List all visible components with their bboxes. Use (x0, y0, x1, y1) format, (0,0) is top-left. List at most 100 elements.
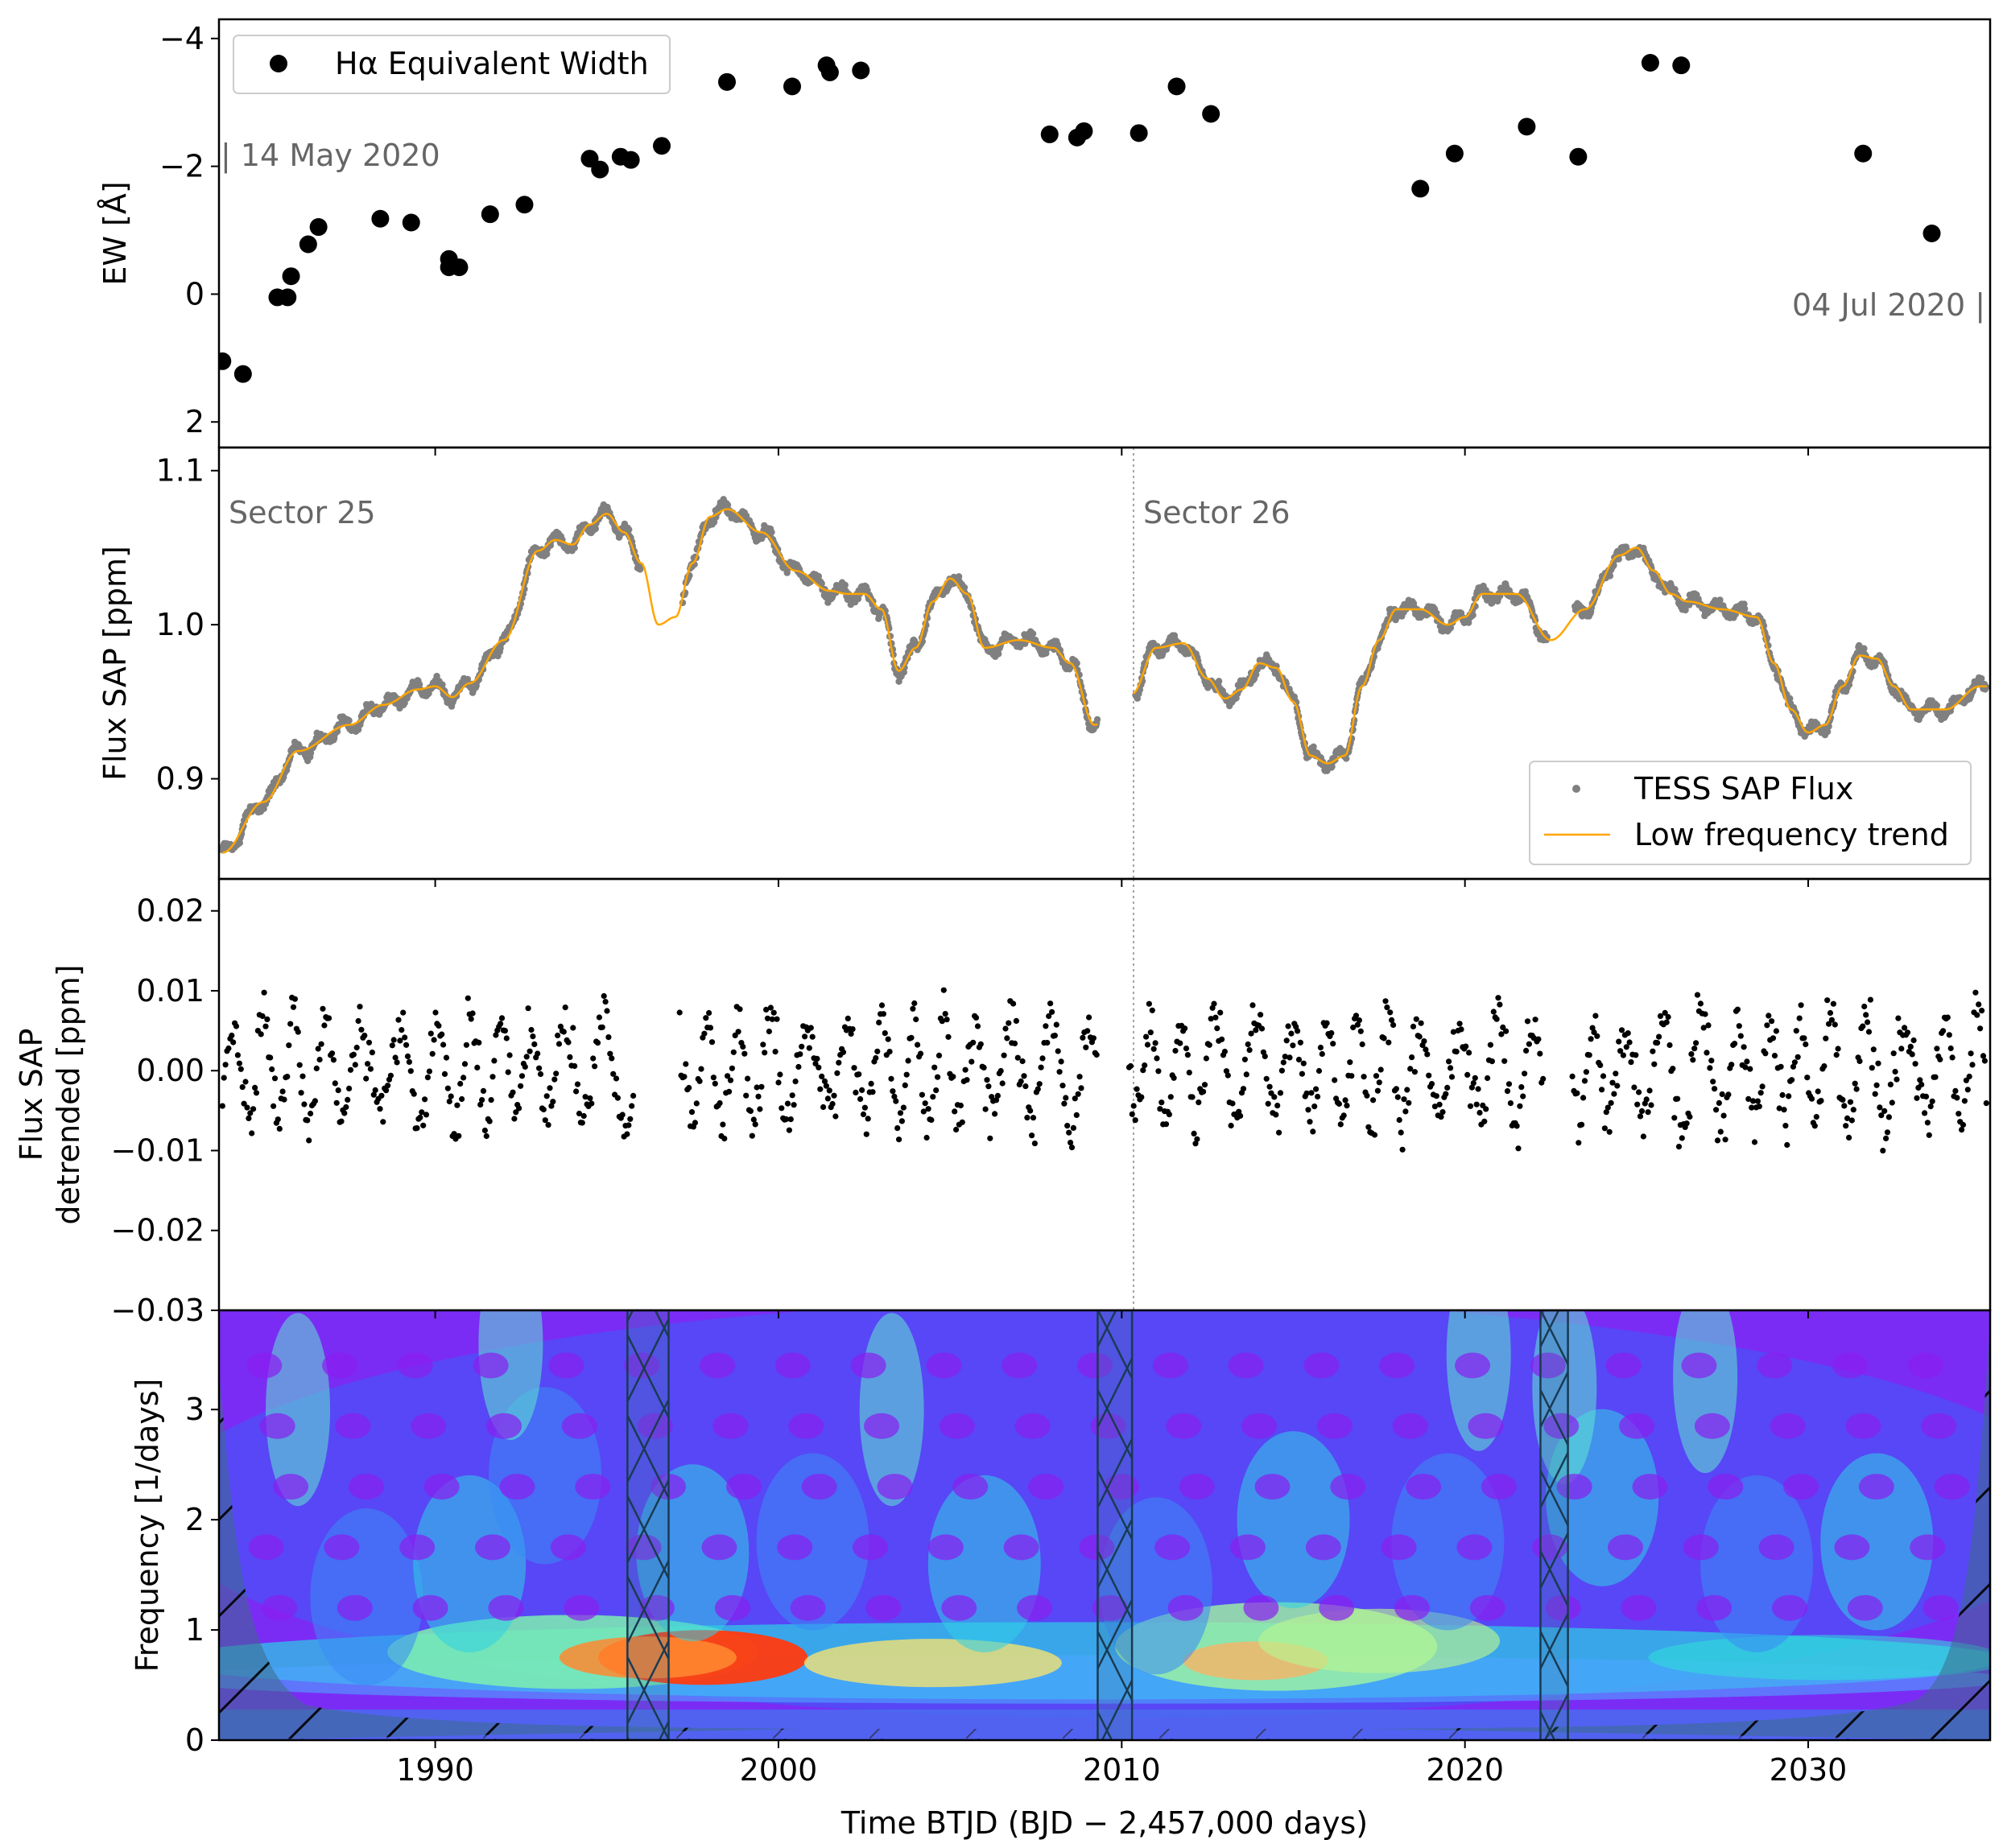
detrended-point (602, 999, 609, 1005)
detrended-point (298, 1090, 304, 1096)
detrended-point (1018, 1078, 1024, 1085)
detrended-point (629, 1103, 635, 1109)
detrended-point (1047, 1000, 1054, 1007)
detrended-point (701, 1030, 708, 1037)
detrended-point (1977, 1025, 1984, 1032)
wavelet-power-blob (475, 1534, 511, 1561)
wavelet-power-blob (1783, 1474, 1819, 1500)
detrended-point (1929, 1098, 1935, 1104)
detrended-point (755, 1093, 762, 1099)
detrended-point (530, 1033, 536, 1040)
detrended-point (834, 1070, 840, 1076)
detrended-point (1526, 1041, 1532, 1047)
detrended-point (1356, 1017, 1362, 1024)
detrended-point (1907, 1043, 1914, 1050)
detrended-point (903, 1071, 910, 1078)
detrended-point (1497, 1001, 1503, 1008)
detrended-point (221, 1075, 227, 1081)
detrended-point (999, 1080, 1006, 1087)
wavelet-power-blob (1469, 1594, 1505, 1621)
detrended-point (1504, 1088, 1511, 1095)
detrended-point (477, 1101, 484, 1108)
detrended-point (1956, 1111, 1962, 1117)
detrended-point (1540, 1075, 1547, 1082)
detrended-point (1959, 1127, 1965, 1133)
detrended-point (1640, 1133, 1646, 1140)
detrended-point (1762, 1050, 1769, 1057)
wavelet-image (219, 1310, 1990, 1740)
wavelet-power-blob (1319, 1594, 1355, 1621)
ew-point (515, 196, 534, 214)
y-tick-label: 3 (185, 1392, 204, 1427)
detrended-point (1932, 1074, 1939, 1080)
detrended-points (219, 987, 1989, 1154)
detrended-point (580, 1112, 587, 1120)
detrended-point (465, 995, 471, 1001)
sector25-label: Sector 25 (229, 495, 376, 530)
detrended-point (399, 1027, 405, 1033)
detrended-point (1426, 1072, 1432, 1079)
detrended-point (726, 1088, 733, 1095)
detrended-point (1365, 1124, 1372, 1130)
detrended-point (1694, 992, 1701, 998)
detrended-point (1601, 1125, 1608, 1132)
wavelet-power-blob (564, 1594, 600, 1621)
detrended-point (987, 1135, 993, 1141)
wavelet-power-blob (1700, 1475, 1814, 1652)
detrended-point (363, 1075, 370, 1082)
panel-detrended: 0.02 0.01 0.00 −0.01 −0.02 −0.03 Flux SAP det… (14, 877, 1992, 1328)
detrended-point (1702, 1011, 1708, 1017)
x-tick-label: 2020 (1426, 1752, 1504, 1788)
detrended-point (1867, 996, 1873, 1003)
detrended-point (778, 1105, 785, 1112)
detrended-point (259, 1013, 266, 1020)
detrended-point (1468, 1084, 1475, 1091)
flux-point (960, 584, 968, 592)
detrended-point (1700, 1025, 1707, 1031)
flux-point (439, 681, 446, 688)
detrended-point (1359, 1041, 1365, 1048)
detrended-point (1614, 1083, 1621, 1089)
detrended-point (1728, 1062, 1735, 1068)
detrended-point (1830, 1000, 1836, 1007)
detrended-point (1485, 1075, 1491, 1082)
detrended-point (1246, 1047, 1253, 1054)
wavelet-power-blob (478, 1310, 543, 1441)
detrended-point (1688, 1051, 1695, 1058)
wavelet-power-blob (1254, 1474, 1291, 1500)
detrended-point (1038, 1064, 1044, 1070)
detrended-point (1357, 1028, 1364, 1034)
detrended-point (1589, 1025, 1596, 1031)
detrended-point (299, 1073, 306, 1079)
detrended-point (1192, 1141, 1199, 1147)
detrended-point (1022, 1083, 1029, 1090)
detrended-point (1311, 1103, 1318, 1110)
detrended-point (1922, 1110, 1928, 1116)
detrended-point (1514, 1123, 1520, 1129)
detrended-point (1926, 1132, 1932, 1138)
detrended-point (1813, 1114, 1819, 1120)
detrended-point (269, 1066, 275, 1073)
detrended-point (1253, 1027, 1259, 1033)
detrended-point (1030, 1115, 1037, 1121)
detrended-point (1670, 1066, 1676, 1072)
detrended-point (1002, 1025, 1009, 1032)
detrended-point (1453, 1049, 1460, 1055)
detrended-point (1574, 1090, 1580, 1096)
detrended-point (1625, 1030, 1631, 1037)
detrended-point (383, 1087, 390, 1094)
detrended-point (511, 1116, 518, 1122)
wavelet-power-blob (1237, 1431, 1350, 1609)
detrended-point (1483, 1106, 1489, 1112)
detrended-point (419, 1109, 425, 1116)
wavelet-power-blob (548, 1352, 584, 1379)
detrended-point (1523, 1047, 1530, 1054)
detrended-point (703, 1015, 709, 1021)
detrended-point (1418, 1020, 1424, 1026)
ew-point (783, 77, 802, 96)
detrended-point (1750, 1098, 1757, 1104)
detrended-point (321, 1022, 328, 1029)
wavelet-power-blob (473, 1352, 509, 1379)
detrended-point (522, 1063, 528, 1070)
detrended-point (1637, 1113, 1644, 1120)
